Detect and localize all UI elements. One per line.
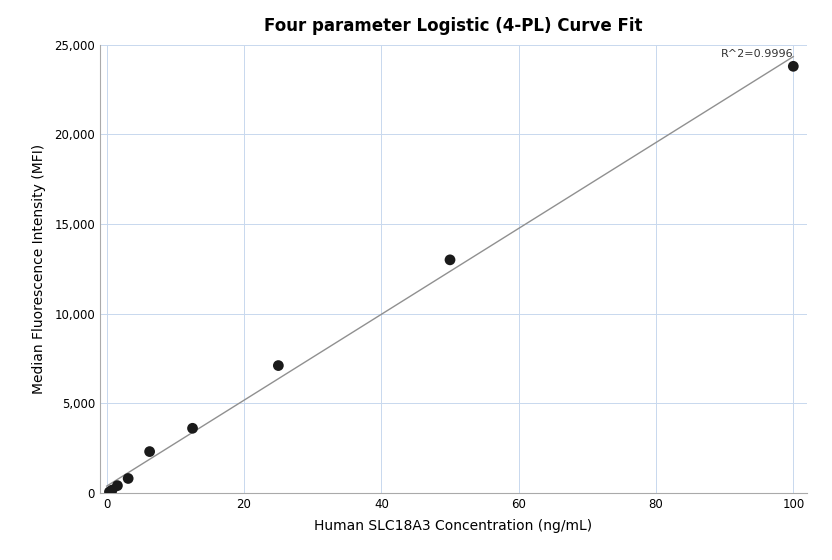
X-axis label: Human SLC18A3 Concentration (ng/mL): Human SLC18A3 Concentration (ng/mL) [314,519,592,533]
Title: Four parameter Logistic (4-PL) Curve Fit: Four parameter Logistic (4-PL) Curve Fit [265,17,642,35]
Point [143,447,156,456]
Point [186,424,199,433]
Point [272,361,285,370]
Point [106,486,119,494]
Point [103,487,116,496]
Point [121,474,135,483]
Text: R^2=0.9996: R^2=0.9996 [721,49,793,59]
Y-axis label: Median Fluorescence Intensity (MFI): Median Fluorescence Intensity (MFI) [32,144,46,394]
Point [786,62,800,71]
Point [443,255,457,264]
Point [111,481,124,490]
